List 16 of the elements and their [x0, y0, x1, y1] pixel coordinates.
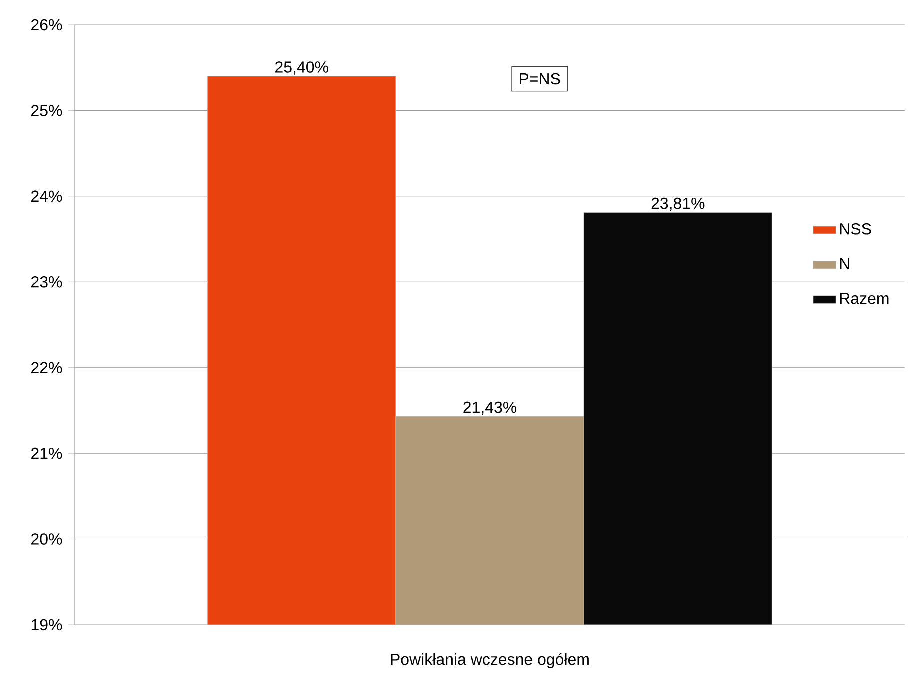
data-label: 25,40%	[276, 62, 328, 75]
legend-label: Razem	[840, 293, 889, 304]
y-tick-label: 20%	[32, 534, 62, 545]
data-label: 23,81%	[652, 198, 705, 212]
x-tick-label: Powikłania wczesne ogółem	[391, 653, 589, 668]
y-tick-label: 24%	[32, 190, 62, 202]
y-tick-label: 26%	[32, 19, 62, 31]
y-tick-label: 25%	[32, 105, 62, 116]
y-tick-label: 21%	[32, 448, 62, 460]
annotation: P=NS	[520, 73, 560, 85]
y-tick-label: 23%	[32, 276, 62, 288]
y-tick-label: 22%	[32, 362, 62, 374]
data-label: 21,43%	[464, 402, 517, 416]
legend-label: NSS	[840, 223, 872, 235]
y-tick-label: 19%	[32, 619, 62, 631]
legend-label: N	[840, 258, 850, 270]
